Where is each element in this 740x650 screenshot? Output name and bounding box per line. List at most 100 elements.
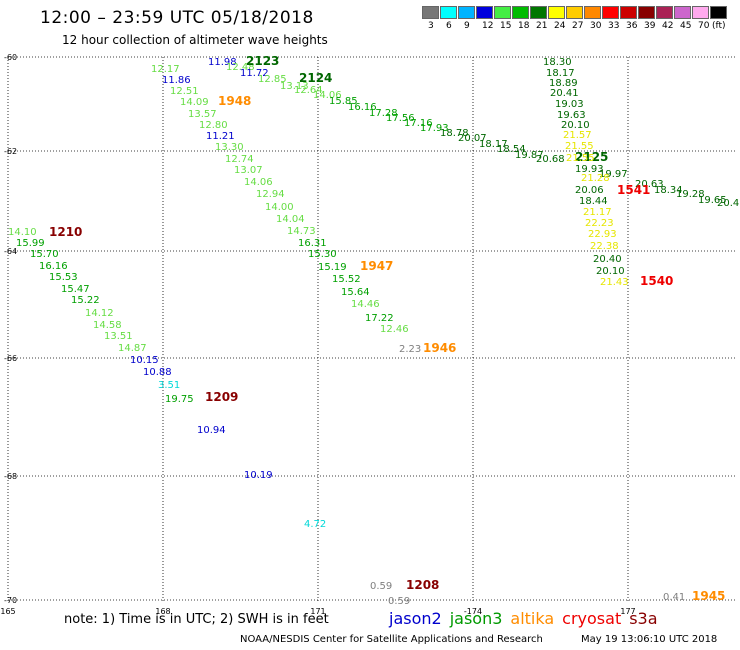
wave-height-value: 20.10 <box>596 266 625 277</box>
wave-height-value: 11.21 <box>206 131 235 142</box>
color-scale-cell <box>494 6 511 19</box>
wave-height-value: 14.58 <box>93 320 122 331</box>
wave-height-value: 15.19 <box>318 262 347 273</box>
credit-line: NOAA/NESDIS Center for Satellite Applica… <box>240 634 543 645</box>
color-scale-label: 3 <box>428 21 434 31</box>
wave-height-value: 21.43 <box>600 277 629 288</box>
color-scale-label: 12 <box>482 21 494 31</box>
wave-height-value: 19.75 <box>165 394 194 405</box>
wave-height-value: 12.85 <box>258 74 287 85</box>
wave-height-value: 15.53 <box>49 272 78 283</box>
longitude-label: -174 <box>464 607 482 616</box>
wave-height-value: 22.23 <box>585 218 614 229</box>
pass-time-label: 2125 <box>575 150 608 164</box>
wave-height-value: 4.72 <box>304 519 326 530</box>
color-scale-label: 33 <box>608 21 620 31</box>
map-title: 12:00 – 23:59 UTC 05/18/2018 <box>40 8 314 28</box>
wave-height-value: 12.94 <box>256 189 285 200</box>
wave-height-value: 16.31 <box>298 238 327 249</box>
wave-height-value: 14.06 <box>244 177 273 188</box>
wave-height-value: 20.07 <box>458 133 487 144</box>
wave-height-value: 19.03 <box>555 99 584 110</box>
wave-height-value: 19.63 <box>557 110 586 121</box>
wave-height-value: 10.19 <box>244 470 273 481</box>
wave-height-value: 15.64 <box>341 287 370 298</box>
satellite-legend: jason2 jason3 altika cryosat s3a <box>389 609 666 628</box>
lat-lon-grid <box>7 56 735 602</box>
wave-height-value: 19.93 <box>575 164 604 175</box>
wave-height-value: 19.87 <box>515 150 544 161</box>
color-scale-label: 27 <box>572 21 584 31</box>
wave-height-value: 18.54 <box>497 144 526 155</box>
color-scale-label: 39 <box>644 21 656 31</box>
wave-height-value: 20.4 <box>717 198 739 209</box>
latitude-label: -70 <box>4 596 17 605</box>
wave-height-value: 13.07 <box>234 165 263 176</box>
wave-height-value: 11.98 <box>208 57 237 68</box>
color-scale-cell <box>530 6 547 19</box>
pass-time-label: 2124 <box>299 71 332 85</box>
wave-height-value: 15.99 <box>16 238 45 249</box>
wave-height-value: 17.56 <box>386 113 415 124</box>
color-scale-label: 30 <box>590 21 602 31</box>
wave-height-value: 13.30 <box>215 142 244 153</box>
footnote: note: 1) Time is in UTC; 2) SWH is in fe… <box>64 612 329 627</box>
wave-height-value: 12.48 <box>226 62 255 73</box>
color-scale-cell <box>620 6 637 19</box>
wave-height-value: 12.51 <box>170 86 199 97</box>
wave-height-value: 21.57 <box>563 130 592 141</box>
wave-height-value: 14.09 <box>180 97 209 108</box>
wave-height-value: 18.30 <box>543 57 572 68</box>
color-scale-cell <box>674 6 691 19</box>
wave-height-value: 0.59 <box>370 581 392 592</box>
wave-height-value: 12.74 <box>225 154 254 165</box>
wave-height-value: 18.78 <box>440 128 469 139</box>
wave-height-value: 15.85 <box>329 96 358 107</box>
color-scale-cell <box>512 6 529 19</box>
color-scale-label: 18 <box>518 21 530 31</box>
wave-height-value: 10.94 <box>197 425 226 436</box>
color-scale-label: 24 <box>554 21 566 31</box>
wave-height-value: 17.22 <box>365 313 394 324</box>
wave-height-value: 15.22 <box>71 295 100 306</box>
color-scale-cell <box>656 6 673 19</box>
wave-height-value: 13.13 <box>280 81 309 92</box>
color-scale-cell <box>440 6 457 19</box>
pass-time-label: 1947 <box>360 259 393 273</box>
wave-height-value: 14.06 <box>313 90 342 101</box>
wave-height-value: 17.93 <box>420 123 449 134</box>
wave-height-value: 18.34 <box>654 185 683 196</box>
axis-labels: -60 -62 -64 -66 -68 -70 165 168 171 -174 177 <box>0 53 635 616</box>
color-scale-cell <box>692 6 709 19</box>
wave-height-value: 21.17 <box>583 207 612 218</box>
wave-height-value: 18.17 <box>479 139 508 150</box>
latitude-label: -64 <box>4 247 17 256</box>
color-scale-label: 6 <box>446 21 452 31</box>
pass-time-label: 1540 <box>640 274 673 288</box>
pass-time-label: 1209 <box>205 390 238 404</box>
color-scale-cell <box>422 6 439 19</box>
longitude-label: 171 <box>310 607 325 616</box>
wave-height-value: 16.16 <box>348 102 377 113</box>
pass-time-label: 1210 <box>49 225 82 239</box>
wave-height-value: 20.10 <box>561 120 590 131</box>
wave-height-value: 20.68 <box>536 154 565 165</box>
wave-height-value: 14.73 <box>287 226 316 237</box>
color-scale-label: 21 <box>536 21 548 31</box>
pass-time-label: 1541 <box>617 183 650 197</box>
wave-height-value: 17.16 <box>404 118 433 129</box>
wave-height-value: 15.47 <box>61 284 90 295</box>
wave-height-value: 12.80 <box>199 120 228 131</box>
wave-height-value: 14.46 <box>351 299 380 310</box>
wave-height-value: 11.86 <box>162 75 191 86</box>
longitude-label: 177 <box>620 607 635 616</box>
color-scale-label: 45 <box>680 21 692 31</box>
wave-height-value: 19.28 <box>676 189 705 200</box>
wave-height-value: 20.63 <box>635 179 664 190</box>
wave-height-value: 14.00 <box>265 202 294 213</box>
wave-height-value: 14.10 <box>8 227 37 238</box>
wave-height-value: 12.46 <box>380 324 409 335</box>
latitude-label: -60 <box>4 53 17 62</box>
pass-time-label: 1946 <box>423 341 456 355</box>
color-scale-label: 36 <box>626 21 638 31</box>
